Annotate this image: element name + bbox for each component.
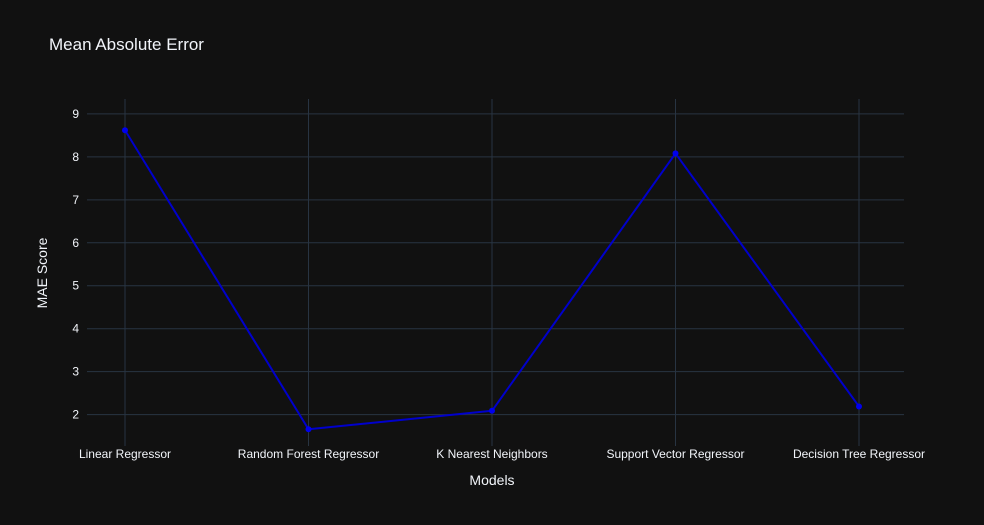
chart-title: Mean Absolute Error	[49, 35, 204, 54]
x-tick-label: K Nearest Neighbors	[436, 447, 547, 461]
y-tick-label: 8	[72, 150, 79, 164]
data-point	[672, 150, 679, 157]
x-tick-label: Random Forest Regressor	[238, 447, 379, 461]
data-point	[305, 426, 312, 433]
y-axis-title: MAE Score	[34, 237, 50, 308]
x-axis-title: Models	[469, 472, 514, 488]
y-tick-label: 3	[72, 365, 79, 379]
y-tick-label: 9	[72, 107, 79, 121]
y-tick-label: 2	[72, 408, 79, 422]
data-point	[122, 127, 128, 134]
y-tick-label: 6	[72, 236, 79, 250]
y-tick-label: 4	[72, 322, 79, 336]
y-tick-label: 5	[72, 279, 79, 293]
tick-labels: 2 3 4 5 6 7 8 9 Linear Regressor Random Forest Re…	[72, 107, 925, 461]
x-tick-label: Decision Tree Regressor	[793, 447, 925, 461]
series-layer	[122, 127, 862, 433]
gridlines	[87, 99, 904, 446]
x-tick-label: Support Vector Regressor	[606, 447, 744, 461]
data-point	[489, 407, 495, 414]
y-tick-label: 7	[72, 193, 79, 207]
data-point	[856, 403, 862, 410]
x-tick-label: Linear Regressor	[79, 447, 171, 461]
